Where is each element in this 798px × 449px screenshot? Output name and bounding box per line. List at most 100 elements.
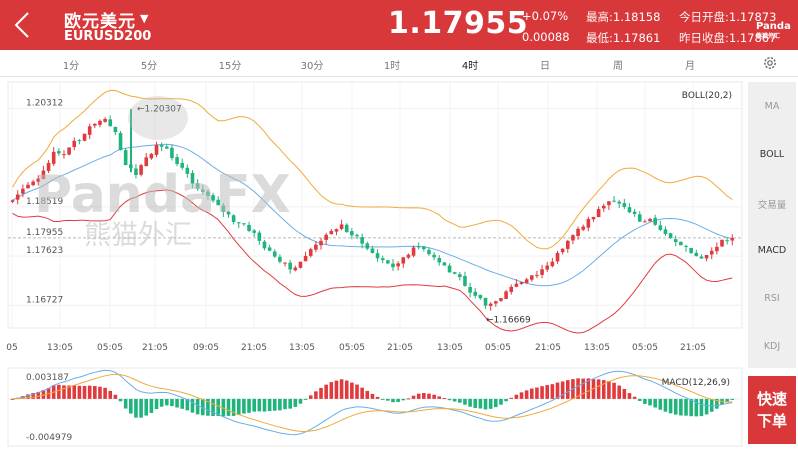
macd-bar-39 [211,398,215,416]
candle-body-38 [206,191,210,196]
macd-bar-51 [272,398,277,411]
candle-body-66 [350,231,354,236]
candle-body-41 [221,205,226,212]
macd-bar-72 [380,398,385,400]
quick-order-button[interactable]: 快速 下单 [748,376,796,444]
candle-body-52 [278,256,282,262]
price-axis-labels: 1.20312 1.18519 1.17955 1.17623 1.16727 ←1.20… [26,98,531,325]
candle-body-42 [226,211,231,215]
candle-body-131 [684,245,688,247]
macd-bar-60 [319,387,323,399]
tab-30min[interactable]: 30分 [300,61,324,72]
tab-5min[interactable]: 5分 [140,61,158,72]
candle-body-92 [483,297,488,306]
candle-body-55 [293,267,298,271]
candle-body-77 [406,254,411,258]
macd-bar-59 [314,391,318,399]
candle-body-19 [108,119,113,127]
candle-body-86 [452,272,457,274]
macd-bar-4 [31,393,35,399]
candle-body-132 [689,247,693,253]
candle-body-138 [720,239,724,247]
macd-bar-45 [242,398,246,414]
low-value: 1.17861 [612,31,661,45]
macd-bar-38 [206,398,210,416]
candle-body-60 [319,240,323,246]
indicator-ma[interactable]: MA [764,101,780,112]
macd-bar-68 [360,387,364,399]
indicator-rsi[interactable]: RSI [764,293,780,304]
indicator-kdj[interactable]: KDJ [763,341,781,352]
macd-bar-87 [458,398,462,403]
candle-body-6 [41,170,46,180]
back-arrow-icon[interactable] [10,9,36,41]
macd-bar-20 [113,394,118,399]
indicator-boll[interactable]: BOLL [759,149,785,160]
candle-body-83 [437,257,442,263]
candle-body-81 [427,249,431,255]
macd-bar-95 [499,398,503,405]
indicator-volume[interactable]: 交易量 [757,200,787,211]
high-label: 最高: [586,10,613,24]
macd-bar-32 [175,398,179,408]
candle-body-15 [87,126,92,135]
candle-body-94 [494,301,498,304]
macd-bar-131 [684,398,688,416]
macd-bar-34 [185,398,190,411]
tab-day[interactable]: 日 [540,61,550,72]
tab-week[interactable]: 周 [613,61,623,72]
candle-body-43 [231,215,236,222]
tab-1hour[interactable]: 1时 [383,61,401,72]
macd-bar-122 [637,398,642,401]
macd-bar-112 [586,378,591,399]
candle-body-76 [401,257,406,264]
watermark-brand: PandaFX [34,165,291,225]
candle-body-74 [391,263,395,268]
macd-bar-116 [607,380,611,399]
macd-bar-48 [257,398,262,412]
tab-4hour[interactable]: 4时 [461,61,479,72]
candle-body-90 [473,291,478,296]
symbol-name[interactable]: 欧元美元 [64,12,136,32]
open-stat: 今日开盘:1.17873 [679,9,776,25]
indicator-macd[interactable]: MACD [757,245,787,256]
macd-bar-75 [396,398,400,402]
candle-body-65 [344,224,349,233]
macd-bar-86 [452,398,457,402]
macd-bar-100 [524,390,529,399]
macd-bar-108 [565,380,570,399]
macd-bar-125 [653,398,657,408]
macd-bar-83 [437,396,442,399]
low-stat: 最低:1.17861 [586,30,660,46]
candle-body-128 [668,233,673,239]
symbol-dropdown-icon[interactable]: ▼ [140,12,149,25]
tab-1min[interactable]: 1分 [62,61,80,72]
macd-bar-93 [488,398,493,409]
macd-max-label: 0.003187 [26,373,69,383]
macd-min-label: -0.004979 [26,433,72,443]
tab-month[interactable]: 月 [685,61,695,72]
macd-bar-133 [694,398,699,417]
tab-15min[interactable]: 15分 [218,61,242,72]
macd-bar-47 [252,398,256,412]
price-label-3: 1.17623 [26,246,63,256]
macd-bar-40 [216,398,221,417]
symbol-code: EURUSD200 [64,29,152,44]
macd-bar-63 [334,380,339,399]
price-chart[interactable]: 1.20312 1.18519 1.17955 1.17623 1.16727 ←1.20… [0,78,798,449]
gear-icon[interactable] [762,55,778,71]
macd-bar-106 [555,382,560,399]
candle-body-123 [643,221,647,223]
time-tick-6: 13:05 [289,343,315,353]
macd-bar-58 [308,395,313,399]
quick-order-line2: 下单 [756,412,787,430]
candle-body-79 [416,246,421,248]
candle-body-117 [612,200,616,202]
candle-body-61 [324,234,328,240]
macd-dif-line [12,369,733,436]
timeframe-tabs: 1分 5分 15分 30分 1时 4时 日 周 月 [0,50,798,77]
candle-body-134 [699,256,704,259]
macd-bar-19 [108,390,113,399]
macd-bar-88 [463,398,467,405]
candle-body-135 [704,255,709,259]
